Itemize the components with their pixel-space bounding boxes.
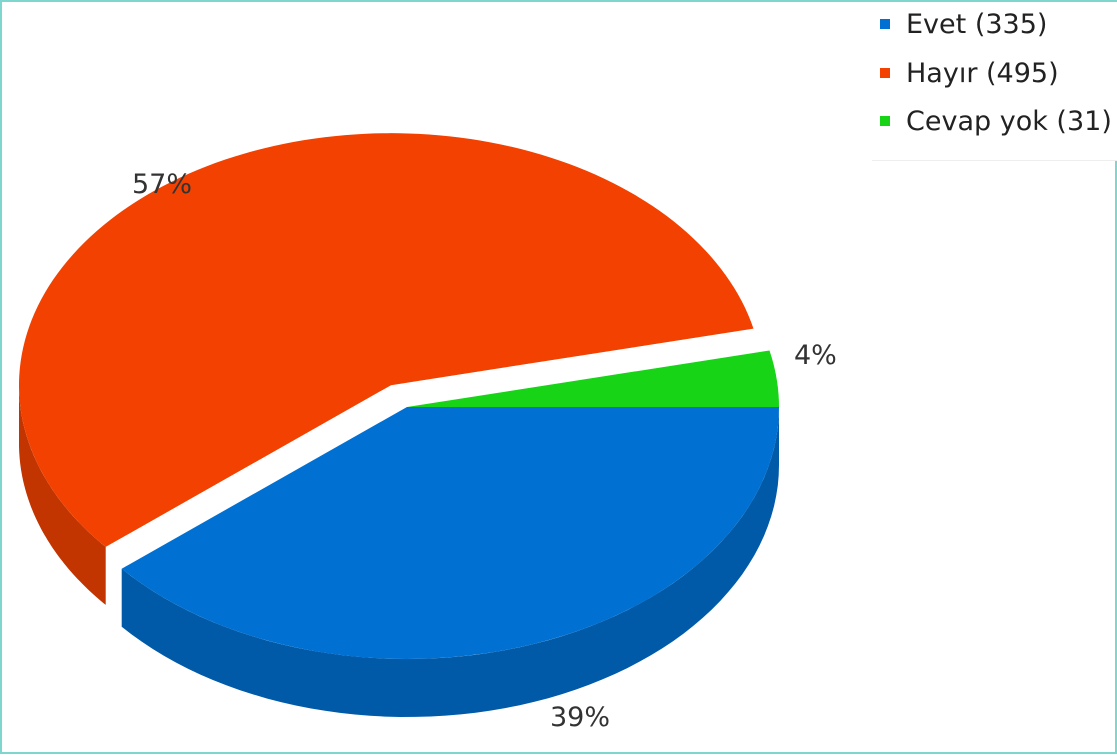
legend-label-evet: Evet (335) <box>906 8 1048 40</box>
legend-swatch-cevap-yok <box>880 116 890 126</box>
pie-slice-evet <box>121 407 779 659</box>
pie-slice-hayir <box>18 133 754 547</box>
data-label-cevap-yok: 4% <box>794 340 837 371</box>
legend-swatch-hayir <box>880 68 890 78</box>
legend-item-hayir: Hayır (495) <box>880 55 1059 91</box>
legend-swatch-evet <box>880 19 890 29</box>
pie-slice-side-evet <box>121 407 779 717</box>
pie-slice-side-hayir <box>19 385 106 605</box>
data-label-evet: 39% <box>550 702 611 733</box>
legend-label-cevap-yok: Cevap yok (31) <box>906 105 1112 137</box>
data-label-hayir: 57% <box>132 169 193 200</box>
legend-label-hayir: Hayır (495) <box>906 57 1059 89</box>
legend: Evet (335) Hayır (495) Cevap yok (31) <box>872 2 1117 161</box>
pie-slice-cevap-yok <box>407 350 779 407</box>
legend-item-cevap-yok: Cevap yok (31) <box>880 103 1112 139</box>
legend-item-evet: Evet (335) <box>880 6 1047 42</box>
